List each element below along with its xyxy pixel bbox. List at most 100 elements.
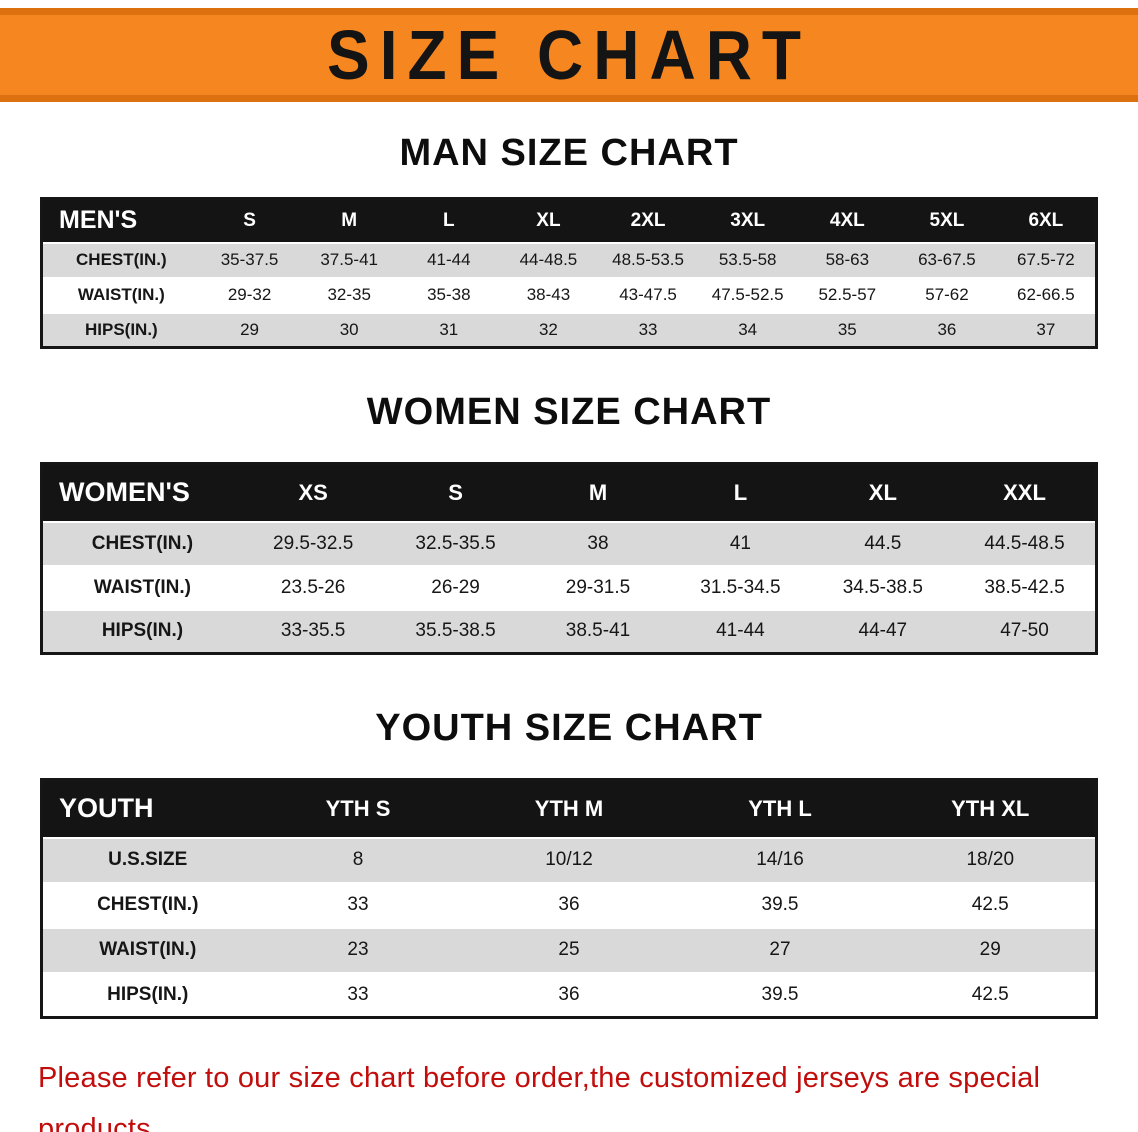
measurement-value: 8 <box>252 837 464 884</box>
table-row: U.S.SIZE 8 10/12 14/16 18/20 <box>41 837 1097 884</box>
measurement-value: 37.5-41 <box>299 242 399 279</box>
measurement-value: 31.5-34.5 <box>669 565 812 611</box>
measurement-value: 23 <box>252 927 464 974</box>
measurement-value: 42.5 <box>885 972 1097 1018</box>
measurement-label: HIPS(IN.) <box>41 972 253 1018</box>
measurement-value: 67.5-72 <box>996 242 1097 279</box>
table-row: CHEST(IN.) 33 36 39.5 42.5 <box>41 882 1097 929</box>
size-column-header: 5XL <box>897 198 997 244</box>
women-section-title: WOMEN SIZE CHART <box>366 391 772 433</box>
measurement-value: 36 <box>463 972 675 1018</box>
measurement-value: 48.5-53.5 <box>598 242 698 279</box>
youth-size-table: YOUTH YTH S YTH M YTH L YTH XL U.S.SIZE 8 10/12… <box>40 778 1098 1019</box>
measurement-value: 62-66.5 <box>996 277 1097 314</box>
measurement-value: 10/12 <box>463 837 675 884</box>
row-label-header: YOUTH <box>41 779 253 839</box>
measurement-value: 42.5 <box>885 882 1097 929</box>
youth-size-chart-section: YOUTH SIZE CHART YOUTH YTH S YTH M YTH L YTH… <box>0 707 1138 1019</box>
measurement-value: 63-67.5 <box>897 242 997 279</box>
measurement-value: 34 <box>697 312 798 348</box>
size-column-header: YTH XL <box>885 779 1097 839</box>
size-column-header: XXL <box>954 463 1097 523</box>
disclaimer-line-1: Please refer to our size chart before or… <box>38 1062 1041 1132</box>
youth-section-title: YOUTH SIZE CHART <box>375 707 763 749</box>
measurement-value: 39.5 <box>674 972 886 1018</box>
measurement-value: 25 <box>463 927 675 974</box>
row-label-header: MEN'S <box>41 198 200 244</box>
size-column-header: M <box>526 463 670 523</box>
measurement-value: 38.5-42.5 <box>954 565 1097 611</box>
measurement-value: 41-44 <box>669 609 812 654</box>
table-row: HIPS(IN.) 29 30 31 32 33 34 35 36 37 <box>41 312 1097 348</box>
men-size-table: MEN'S S M L XL 2XL 3XL 4XL 5XL 6XL CHEST(IN.) 35-37… <box>40 197 1098 349</box>
size-column-header: YTH S <box>252 779 464 839</box>
measurement-value: 44-47 <box>811 609 955 654</box>
size-column-header: YTH L <box>674 779 886 839</box>
measurement-value: 33 <box>252 882 464 929</box>
size-column-header: XL <box>811 463 955 523</box>
measurement-value: 44.5-48.5 <box>954 521 1097 567</box>
measurement-label: U.S.SIZE <box>41 837 253 884</box>
measurement-value: 36 <box>897 312 997 348</box>
size-column-header: M <box>299 198 399 244</box>
measurement-value: 32.5-35.5 <box>384 521 527 567</box>
measurement-value: 38.5-41 <box>526 609 670 654</box>
measurement-label: CHEST(IN.) <box>41 882 253 929</box>
measurement-value: 57-62 <box>897 277 997 314</box>
disclaimer-text: Please refer to our size chart before or… <box>38 1053 1100 1132</box>
measurement-value: 39.5 <box>674 882 886 929</box>
size-column-header: XL <box>498 198 599 244</box>
measurement-value: 29-32 <box>199 277 300 314</box>
banner-title: SIZE CHART <box>327 16 811 94</box>
size-column-header: S <box>384 463 527 523</box>
size-column-header: 4XL <box>797 198 898 244</box>
measurement-value: 35 <box>797 312 898 348</box>
measurement-value: 29-31.5 <box>526 565 670 611</box>
size-column-header: 3XL <box>697 198 798 244</box>
measurement-value: 41-44 <box>399 242 499 279</box>
measurement-value: 27 <box>674 927 886 974</box>
size-column-header: L <box>399 198 499 244</box>
measurement-value: 23.5-26 <box>241 565 385 611</box>
measurement-value: 33 <box>598 312 698 348</box>
measurement-value: 41 <box>669 521 812 567</box>
measurement-value: 35-37.5 <box>199 242 300 279</box>
size-column-header: S <box>199 198 300 244</box>
measurement-value: 47-50 <box>954 609 1097 654</box>
size-column-header: 6XL <box>996 198 1097 244</box>
measurement-value: 36 <box>463 882 675 929</box>
measurement-value: 38 <box>526 521 670 567</box>
table-row: HIPS(IN.) 33-35.5 35.5-38.5 38.5-41 41-44 44-… <box>41 609 1097 654</box>
size-chart-banner: SIZE CHART <box>0 8 1138 102</box>
table-header-row: YOUTH YTH S YTH M YTH L YTH XL <box>41 779 1097 839</box>
measurement-label: CHEST(IN.) <box>41 242 200 279</box>
size-column-header: XS <box>241 463 385 523</box>
measurement-value: 44-48.5 <box>498 242 599 279</box>
measurement-label: WAIST(IN.) <box>41 277 200 314</box>
measurement-value: 33 <box>252 972 464 1018</box>
measurement-value: 37 <box>996 312 1097 348</box>
measurement-value: 47.5-52.5 <box>697 277 798 314</box>
measurement-label: HIPS(IN.) <box>41 312 200 348</box>
measurement-value: 43-47.5 <box>598 277 698 314</box>
measurement-value: 31 <box>399 312 499 348</box>
row-label-header: WOMEN'S <box>41 463 242 523</box>
measurement-value: 18/20 <box>885 837 1097 884</box>
measurement-value: 35-38 <box>399 277 499 314</box>
measurement-value: 14/16 <box>674 837 886 884</box>
measurement-value: 34.5-38.5 <box>811 565 955 611</box>
measurement-label: CHEST(IN.) <box>41 521 242 567</box>
measurement-value: 32 <box>498 312 599 348</box>
table-row: CHEST(IN.) 29.5-32.5 32.5-35.5 38 41 44.5 44.5… <box>41 521 1097 567</box>
measurement-value: 58-63 <box>797 242 898 279</box>
measurement-label: HIPS(IN.) <box>41 609 242 654</box>
measurement-value: 29 <box>199 312 300 348</box>
measurement-value: 29.5-32.5 <box>241 521 385 567</box>
measurement-label: WAIST(IN.) <box>41 565 242 611</box>
measurement-value: 52.5-57 <box>797 277 898 314</box>
table-header-row: WOMEN'S XS S M L XL XXL <box>41 463 1097 523</box>
man-section-title: MAN SIZE CHART <box>399 132 739 174</box>
measurement-value: 38-43 <box>498 277 599 314</box>
measurement-value: 35.5-38.5 <box>384 609 527 654</box>
